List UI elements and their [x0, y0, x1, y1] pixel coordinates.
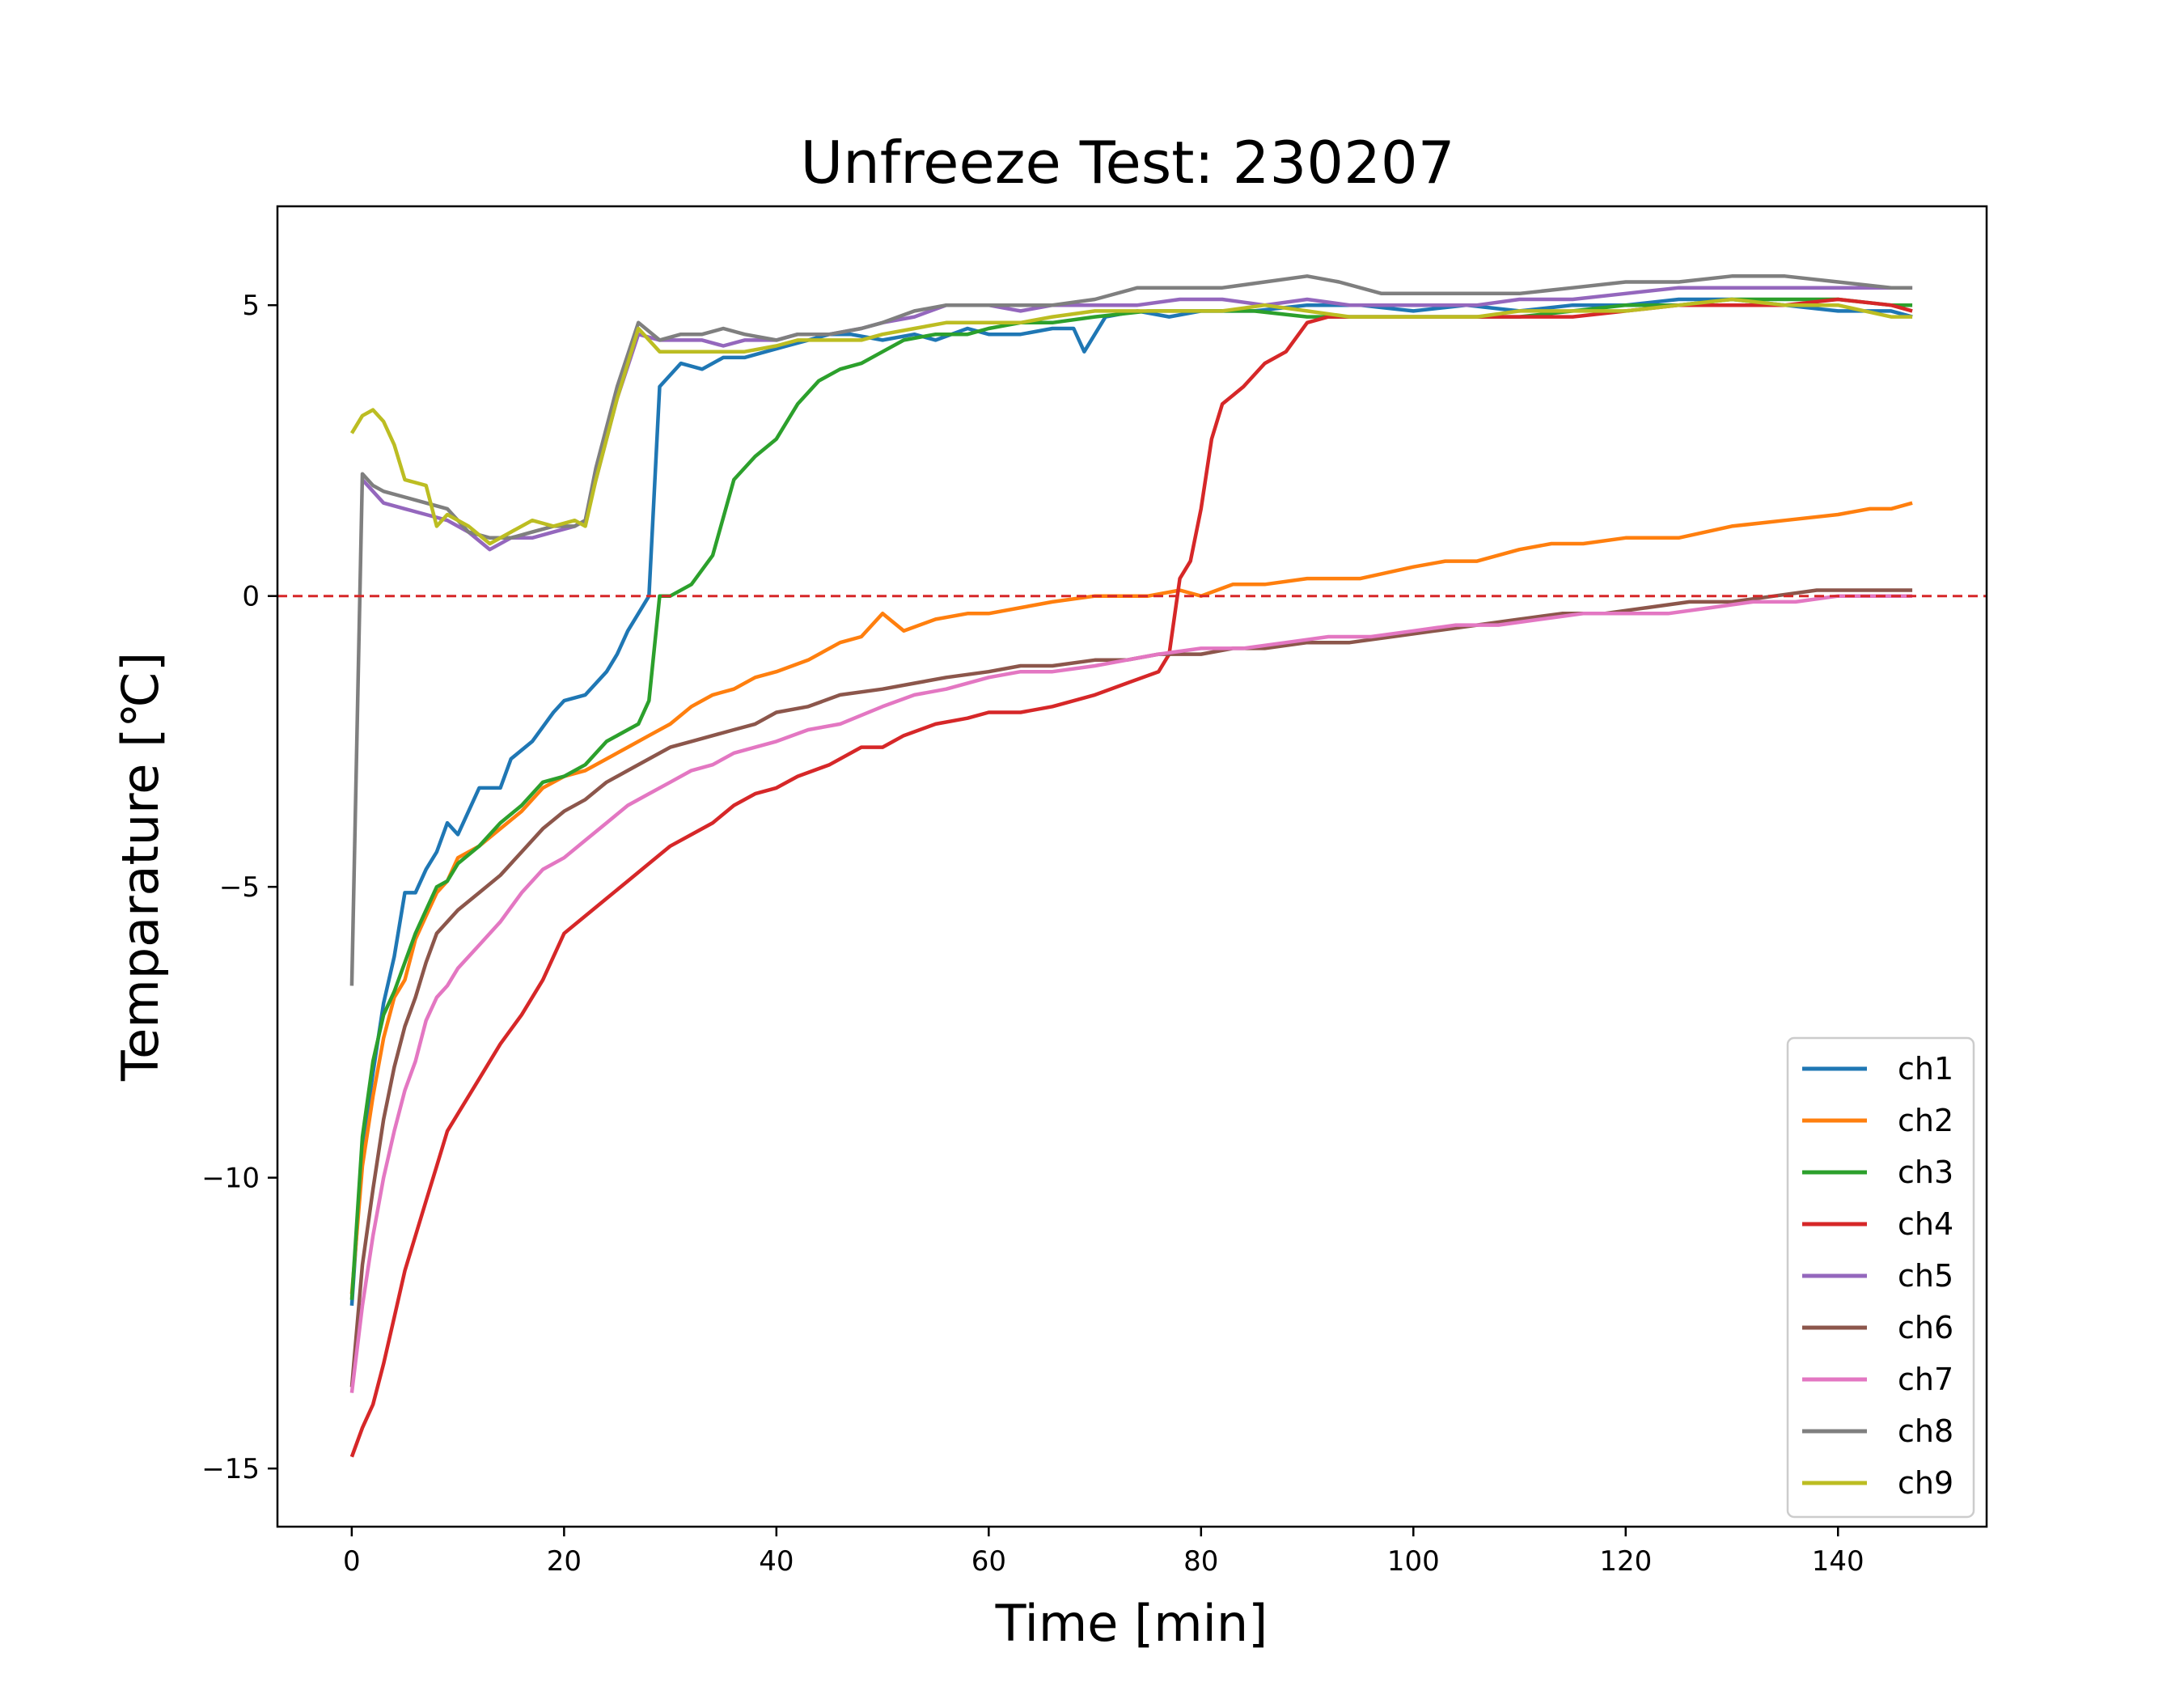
- x-tick-label: 60: [971, 1545, 1006, 1578]
- legend-label-ch9: ch9: [1898, 1465, 1953, 1501]
- y-tick-label: −15: [201, 1453, 260, 1485]
- legend-label-ch4: ch4: [1898, 1206, 1953, 1242]
- x-tick-label: 20: [547, 1545, 582, 1578]
- y-tick-label: 0: [242, 581, 260, 613]
- y-tick-label: 5: [242, 290, 260, 322]
- series-line-ch7: [349, 594, 1913, 1393]
- x-tick-label: 120: [1599, 1545, 1652, 1578]
- series-line-ch5: [361, 286, 1913, 552]
- x-tick-label: 0: [343, 1545, 361, 1578]
- x-tick-label: 40: [759, 1545, 794, 1578]
- series-line-ch8: [349, 274, 1913, 986]
- plot-frame: [276, 205, 1988, 1528]
- legend-label-ch6: ch6: [1898, 1310, 1953, 1345]
- legend-label-ch8: ch8: [1898, 1413, 1953, 1449]
- legend-label-ch5: ch5: [1898, 1258, 1953, 1294]
- series-line-ch1: [349, 297, 1913, 1306]
- plot-area: [277, 274, 1987, 1458]
- x-tick-label: 140: [1812, 1545, 1864, 1578]
- legend: ch1 ch2 ch3 ch4 ch5 ch6 ch7 ch8 ch9: [1786, 1036, 1975, 1519]
- legend-label-ch2: ch2: [1898, 1103, 1953, 1138]
- y-tick-label: −10: [201, 1163, 260, 1195]
- series-line-ch2: [349, 501, 1913, 1294]
- series-line-ch9: [349, 297, 1913, 546]
- legend-label-ch3: ch3: [1898, 1155, 1953, 1190]
- x-axis-label: Time [min]: [995, 1594, 1268, 1653]
- axes: 0 20 40 60 80 100 120 140 −15 −10 −5 0 5: [201, 290, 1864, 1578]
- x-tick-label: 80: [1183, 1545, 1218, 1578]
- x-tick-label: 100: [1387, 1545, 1440, 1578]
- legend-label-ch7: ch7: [1898, 1362, 1953, 1397]
- y-axis-label: Temparature [℃]: [111, 652, 170, 1082]
- series-line-ch6: [349, 588, 1913, 1388]
- y-tick-label: −5: [219, 871, 260, 904]
- series-line-ch4: [349, 297, 1913, 1458]
- chart-title: Unfreeze Test: 230207: [800, 129, 1454, 197]
- legend-frame: [1786, 1036, 1975, 1519]
- legend-label-ch1: ch1: [1898, 1051, 1953, 1087]
